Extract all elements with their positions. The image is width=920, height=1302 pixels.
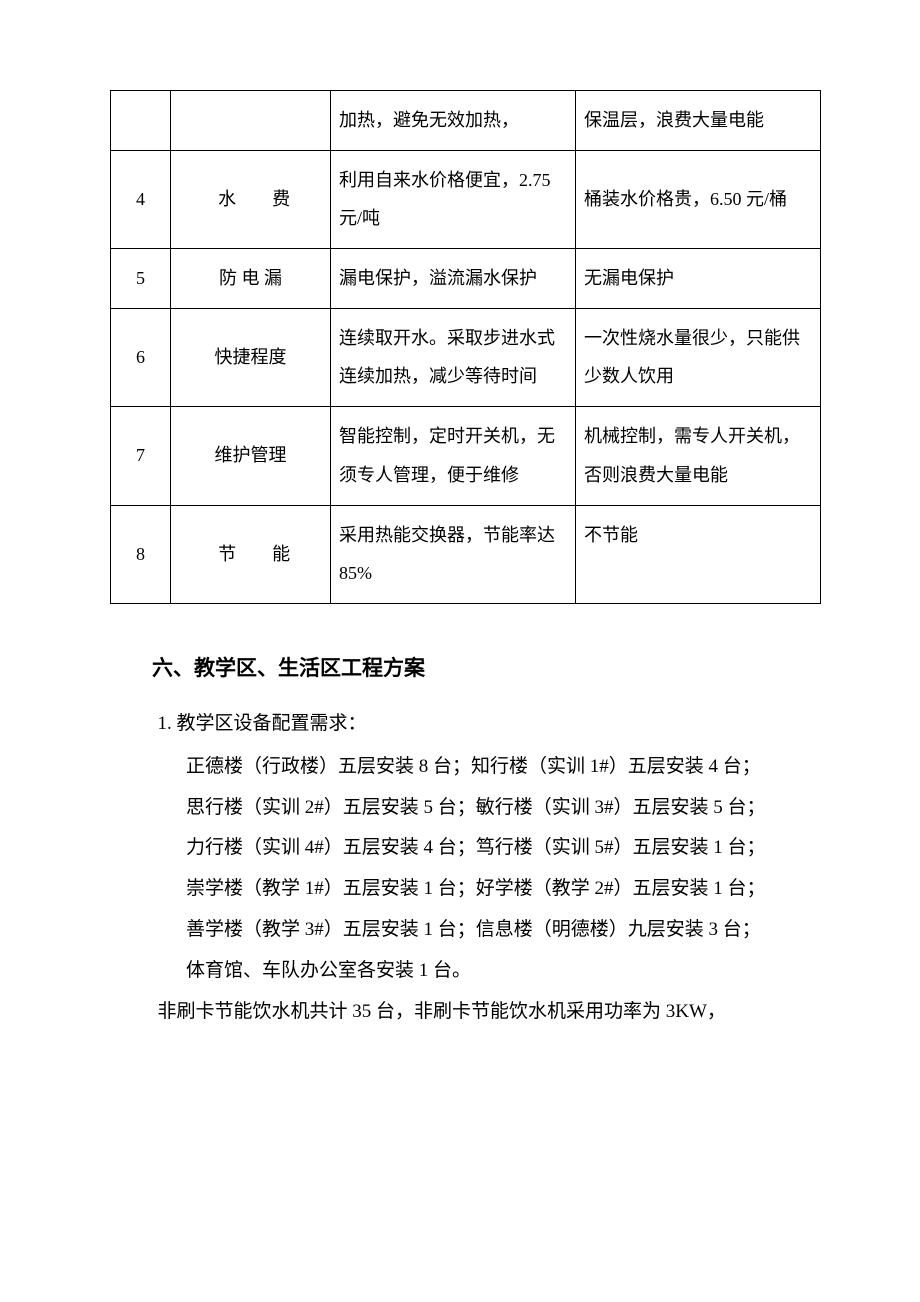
cell-item: 快捷程度 [171, 308, 331, 406]
cell-old: 保温层，浪费大量电能 [576, 91, 821, 151]
table-row: 4 水 费 利用自来水价格便宜，2.75 元/吨 桶装水价格贵，6.50 元/桶 [111, 150, 821, 248]
cell-num: 8 [111, 505, 171, 603]
cell-num: 5 [111, 249, 171, 309]
cell-old: 一次性烧水量很少，只能供少数人饮用 [576, 308, 821, 406]
table-row: 6 快捷程度 连续取开水。采取步进水式连续加热，减少等待时间 一次性烧水量很少，… [111, 308, 821, 406]
cell-num: 7 [111, 407, 171, 505]
section-heading: 六、教学区、生活区工程方案 [110, 652, 810, 682]
item-char: 节 [218, 544, 236, 564]
item-char: 费 [272, 189, 290, 209]
cell-item: 维护管理 [171, 407, 331, 505]
cell-new: 采用热能交换器，节能率达 85% [331, 505, 576, 603]
item-char: 水 [218, 189, 236, 209]
cell-old: 不节能 [576, 505, 821, 603]
body-text: 善学楼（教学 3#）五层安装 1 台；信息楼（明德楼）九层安装 3 台； [110, 910, 810, 951]
body-text: 体育馆、车队办公室各安装 1 台。 [110, 951, 810, 992]
cell-num [111, 91, 171, 151]
table-row: 加热，避免无效加热， 保温层，浪费大量电能 [111, 91, 821, 151]
table-row: 7 维护管理 智能控制，定时开关机，无须专人管理，便于维修 机械控制，需专人开关… [111, 407, 821, 505]
cell-old: 无漏电保护 [576, 249, 821, 309]
table-row: 5 防 电 漏 漏电保护，溢流漏水保护 无漏电保护 [111, 249, 821, 309]
subsection-heading: 1. 教学区设备配置需求： [110, 704, 810, 745]
body-text: 思行楼（实训 2#）五层安装 5 台；敏行楼（实训 3#）五层安装 5 台； [110, 788, 810, 829]
cell-new: 连续取开水。采取步进水式连续加热，减少等待时间 [331, 308, 576, 406]
cell-new: 加热，避免无效加热， [331, 91, 576, 151]
cell-item: 水 费 [171, 150, 331, 248]
body-text: 崇学楼（教学 1#）五层安装 1 台；好学楼（教学 2#）五层安装 1 台； [110, 869, 810, 910]
cell-num: 6 [111, 308, 171, 406]
cell-item: 节 能 [171, 505, 331, 603]
cell-new: 利用自来水价格便宜，2.75 元/吨 [331, 150, 576, 248]
body-text: 力行楼（实训 4#）五层安装 4 台；笃行楼（实训 5#）五层安装 1 台； [110, 828, 810, 869]
item-char: 能 [272, 544, 290, 564]
cell-old: 桶装水价格贵，6.50 元/桶 [576, 150, 821, 248]
body-text: 正德楼（行政楼）五层安装 8 台；知行楼（实训 1#）五层安装 4 台； [110, 747, 810, 788]
cell-num: 4 [111, 150, 171, 248]
body-text-summary: 非刷卡节能饮水机共计 35 台，非刷卡节能饮水机采用功率为 3KW， [110, 992, 810, 1033]
cell-new: 智能控制，定时开关机，无须专人管理，便于维修 [331, 407, 576, 505]
cell-old: 机械控制，需专人开关机，否则浪费大量电能 [576, 407, 821, 505]
cell-item [171, 91, 331, 151]
table-row: 8 节 能 采用热能交换器，节能率达 85% 不节能 [111, 505, 821, 603]
comparison-table: 加热，避免无效加热， 保温层，浪费大量电能 4 水 费 利用自来水价格便宜，2.… [110, 90, 821, 604]
cell-new: 漏电保护，溢流漏水保护 [331, 249, 576, 309]
cell-item: 防 电 漏 [171, 249, 331, 309]
